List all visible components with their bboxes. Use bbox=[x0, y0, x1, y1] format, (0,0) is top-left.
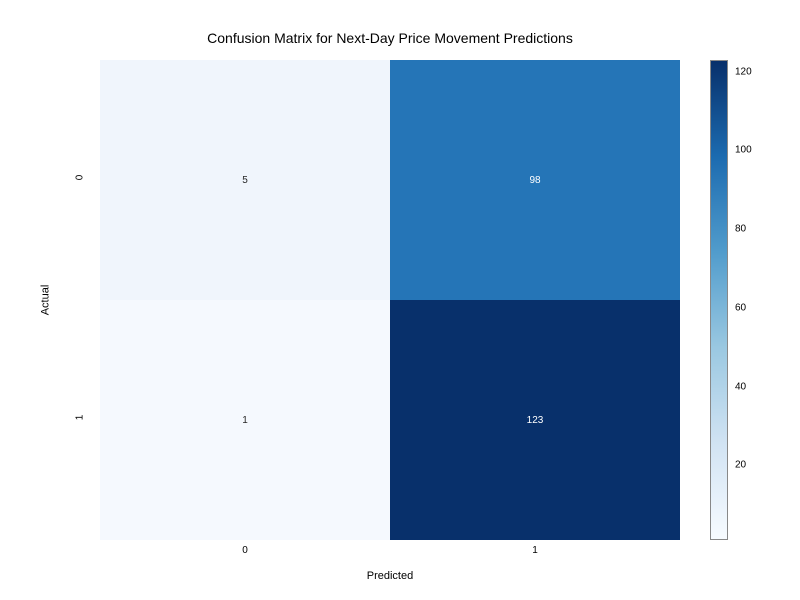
x-axis-label: Predicted bbox=[100, 570, 680, 582]
x-tick-1: 1 bbox=[390, 545, 680, 556]
x-tick-0: 0 bbox=[100, 545, 390, 556]
colorbar-tick: 80 bbox=[735, 224, 746, 235]
colorbar-tick: 100 bbox=[735, 145, 752, 156]
colorbar-tick: 40 bbox=[735, 381, 746, 392]
colorbar-tick: 60 bbox=[735, 302, 746, 313]
cell-actual1-pred1: 123 bbox=[390, 300, 680, 540]
colorbar-tick: 120 bbox=[735, 66, 752, 77]
confusion-matrix-heatmap: 5 98 1 123 bbox=[100, 60, 680, 540]
cell-actual1-pred0: 1 bbox=[100, 300, 390, 540]
y-axis-label: Actual bbox=[30, 60, 61, 540]
y-tick-0: 0 bbox=[70, 172, 90, 183]
chart-title: Confusion Matrix for Next-Day Price Move… bbox=[100, 30, 680, 46]
cell-actual0-pred1: 98 bbox=[390, 60, 680, 300]
y-tick-1: 1 bbox=[70, 412, 90, 423]
colorbar-tick: 20 bbox=[735, 460, 746, 471]
colorbar bbox=[710, 60, 728, 540]
cell-actual0-pred0: 5 bbox=[100, 60, 390, 300]
